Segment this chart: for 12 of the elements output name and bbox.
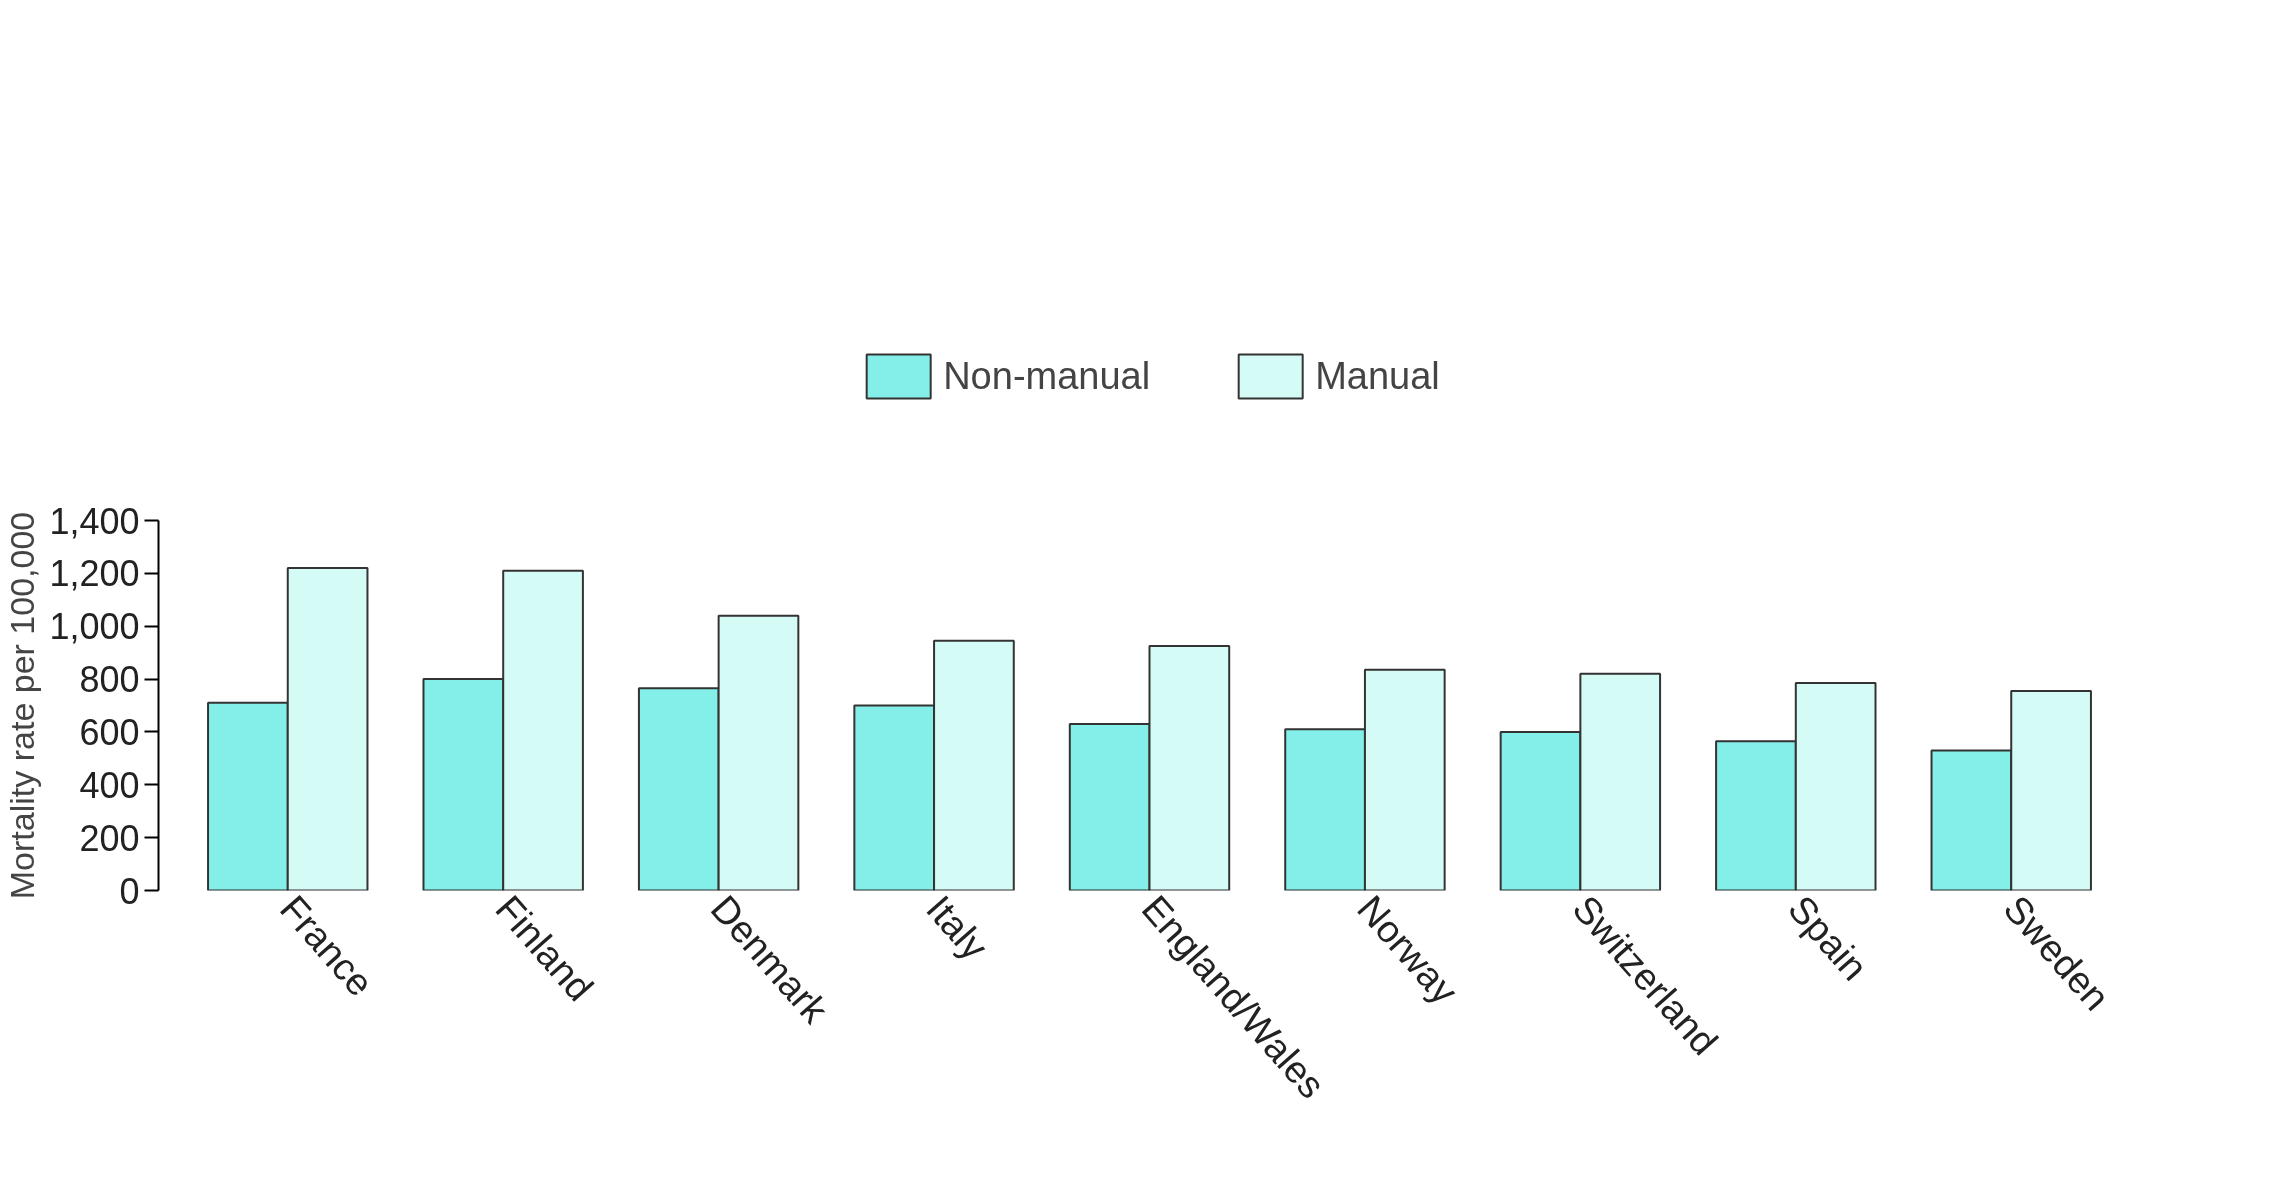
y-tick-label: 800 [79, 659, 140, 701]
legend-label: Manual [1315, 354, 1440, 398]
y-tick-label: 400 [79, 764, 140, 806]
x-tick-label: Italy [918, 887, 996, 968]
y-tick-label: 1,000 [49, 606, 140, 648]
y-tick-label: 0 [119, 870, 140, 912]
y-tick-label: 600 [79, 711, 140, 753]
y-axis-title: Mortality rate per 100,000 [3, 511, 42, 900]
y-tick-label: 1,400 [49, 500, 140, 542]
legend-label: Non-manual [943, 354, 1151, 398]
y-tick-label: 200 [79, 817, 140, 859]
y-tick-label: 1,200 [49, 553, 140, 595]
